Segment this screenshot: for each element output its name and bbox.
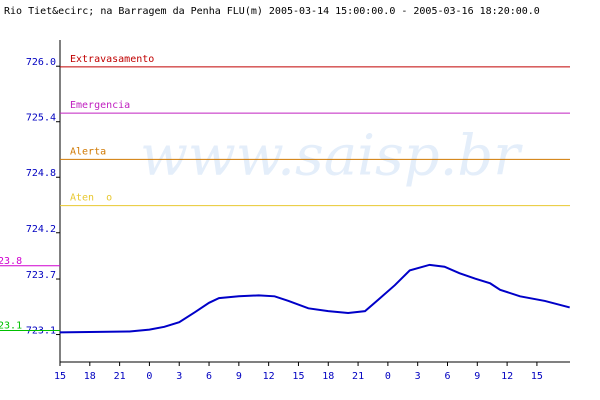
y-tick-label: 724.2 — [26, 224, 56, 235]
threshold-label: Extravasamento — [70, 54, 154, 65]
y-tick-label: 726.0 — [26, 57, 56, 68]
y-tick-label: 725.4 — [26, 113, 56, 124]
x-tick-label: 3 — [415, 371, 421, 382]
x-tick-label: 12 — [263, 371, 275, 382]
x-tick-label: 0 — [385, 371, 391, 382]
y-tick-label: 724.8 — [26, 168, 56, 179]
threshold-label: Alerta — [70, 146, 106, 157]
threshold-label: Aten o — [70, 193, 112, 204]
x-tick-label: 3 — [176, 371, 182, 382]
data-line — [59, 263, 570, 334]
x-tick-label: 12 — [501, 371, 513, 382]
watermark: www.saisp.br — [140, 124, 523, 189]
x-tick-label: 15 — [54, 371, 66, 382]
x-tick-label: 21 — [352, 371, 364, 382]
threshold-label: Emergencia — [70, 100, 130, 111]
x-tick-label: 18 — [84, 371, 96, 382]
x-tick-label: 15 — [292, 371, 304, 382]
x-tick-label: 9 — [236, 371, 242, 382]
x-tick-label: 0 — [146, 371, 152, 382]
chart-title: Rio Tiet&ecirc; na Barragem da Penha FLU… — [4, 6, 540, 17]
x-tick-label: 6 — [444, 371, 450, 382]
x-tick-label: 18 — [322, 371, 334, 382]
x-tick-label: 6 — [206, 371, 212, 382]
y-tick-label: 723.7 — [26, 270, 56, 281]
x-tick-label: 15 — [531, 371, 543, 382]
x-tick-label: 21 — [114, 371, 126, 382]
marker-label: 723.8 — [0, 256, 22, 267]
x-tick-label: 9 — [474, 371, 480, 382]
marker-label: 723.1 — [0, 321, 22, 332]
